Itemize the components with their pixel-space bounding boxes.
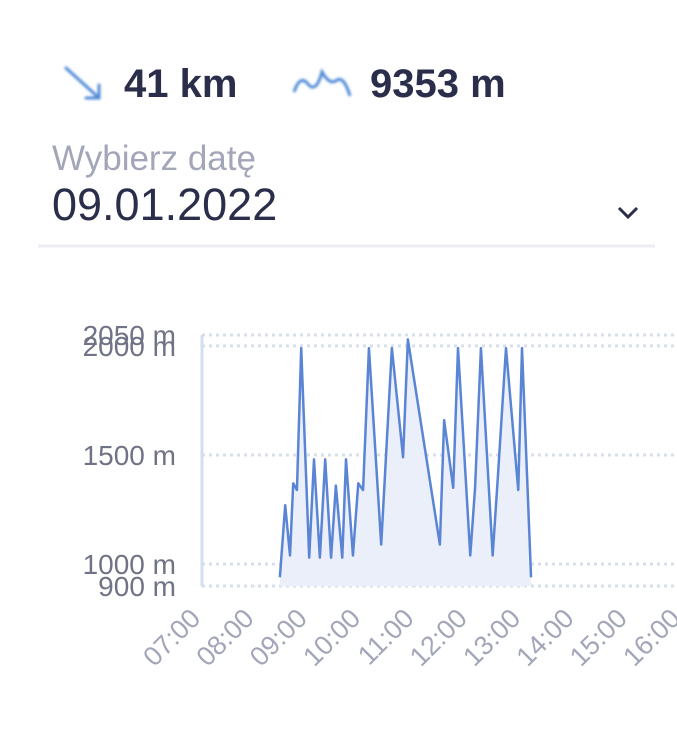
x-tick-label: 11:00 (352, 603, 420, 671)
elevation: 9353 m (370, 62, 506, 106)
x-tick-label: 12:00 (404, 603, 473, 672)
x-tick-label: 07:00 (137, 603, 206, 672)
distance-icon (64, 66, 101, 100)
date-label: Wybierz datę (52, 139, 256, 178)
y-tick-label: 1500 m (83, 440, 176, 471)
elevation-icon (292, 68, 352, 97)
y-tick-label: 1000 m (83, 549, 176, 580)
x-tick-label: 09:00 (244, 603, 313, 672)
x-tick-label: 13:00 (457, 603, 526, 672)
date-value[interactable]: 09.01.2022 (52, 179, 277, 230)
y-tick-label: 2000 m (83, 331, 176, 362)
dropdown-chevron[interactable] (617, 206, 639, 220)
line (278, 338, 533, 578)
x-tick-label: 16:00 (617, 603, 677, 672)
x-tick-label: 08:00 (191, 603, 260, 672)
distance: 41 km (124, 62, 237, 106)
x-tick-label: 14:00 (511, 603, 580, 672)
x-tick-label: 15:00 (564, 603, 633, 672)
y-tick-label: 900 m (98, 571, 176, 602)
x-tick-label: 10:00 (297, 603, 366, 672)
y-tick-label: 2050 m (83, 320, 176, 351)
